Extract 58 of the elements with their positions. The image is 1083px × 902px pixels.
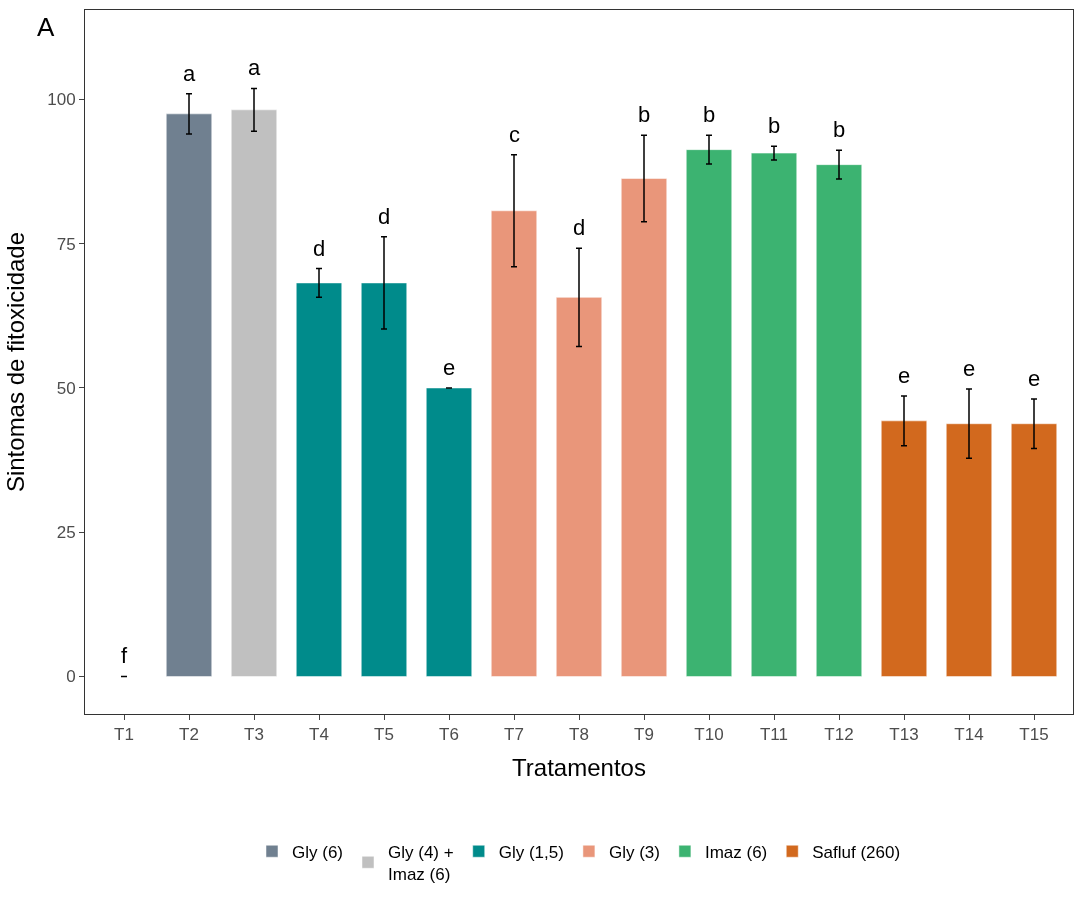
annotation: d: [313, 236, 326, 261]
x-tick-label: T10: [694, 725, 724, 745]
x-tick-label: T3: [244, 725, 264, 745]
bar: [881, 420, 927, 677]
annotation: e: [963, 356, 976, 381]
bar: [946, 423, 992, 677]
y-tick-label: 50: [56, 378, 76, 398]
bar: [361, 282, 407, 677]
x-tick-label: T1: [114, 725, 134, 745]
x-tick-label: T12: [824, 725, 854, 745]
x-tick-label: T2: [179, 725, 199, 745]
x-tick-label: T11: [759, 725, 789, 745]
legend-label: Gly (4) + Imaz (6): [388, 842, 454, 884]
legend-label: Imaz (6): [704, 842, 768, 862]
y-axis-title: Sintomas de fitoxicidade: [2, 231, 30, 493]
annotation: b: [833, 117, 846, 142]
annotation: b: [703, 102, 716, 127]
annotation: b: [638, 102, 651, 127]
bar: [296, 282, 342, 677]
text: A: [37, 12, 55, 42]
bar: [816, 164, 862, 677]
annotation: d: [378, 204, 391, 229]
x-tick-label: T15: [1019, 725, 1049, 745]
bar: [1011, 423, 1057, 677]
x-tick-label: T14: [954, 725, 984, 745]
x-tick-label: T6: [439, 725, 459, 745]
legend-label: Gly (3): [608, 842, 660, 862]
bar: [686, 149, 732, 677]
bar: [231, 109, 277, 677]
bar: [621, 178, 667, 677]
annotation: f: [121, 643, 128, 668]
bar: [491, 210, 537, 677]
x-axis-title: Tratamentos: [512, 753, 646, 781]
y-tick-label: 25: [56, 523, 76, 543]
annotation: d: [573, 215, 586, 240]
annotation: a: [183, 61, 196, 86]
bar: [426, 387, 472, 677]
annotation: e: [1028, 366, 1041, 391]
bar: [556, 297, 602, 677]
x-tick-label: T8: [569, 725, 589, 745]
x-tick-label: T7: [504, 725, 524, 745]
legend-label: Gly (1,5): [498, 842, 564, 862]
y-tick-label: 0: [66, 667, 76, 687]
y-tick-label: 75: [56, 234, 76, 254]
legend-label: Safluf (260): [812, 842, 901, 862]
annotation: b: [768, 113, 781, 138]
bar: [751, 152, 797, 677]
annotation: a: [248, 55, 261, 80]
legend-label: Gly (6): [292, 842, 343, 862]
y-tick-label: 100: [47, 90, 76, 110]
x-tick-label: T4: [309, 725, 329, 745]
x-tick-label: T5: [374, 725, 394, 745]
x-tick-label: T13: [889, 725, 919, 745]
annotation: e: [898, 363, 911, 388]
bar: [166, 113, 212, 677]
annotation: c: [509, 122, 520, 147]
x-tick-label: T9: [634, 725, 654, 745]
annotation: e: [443, 355, 456, 380]
